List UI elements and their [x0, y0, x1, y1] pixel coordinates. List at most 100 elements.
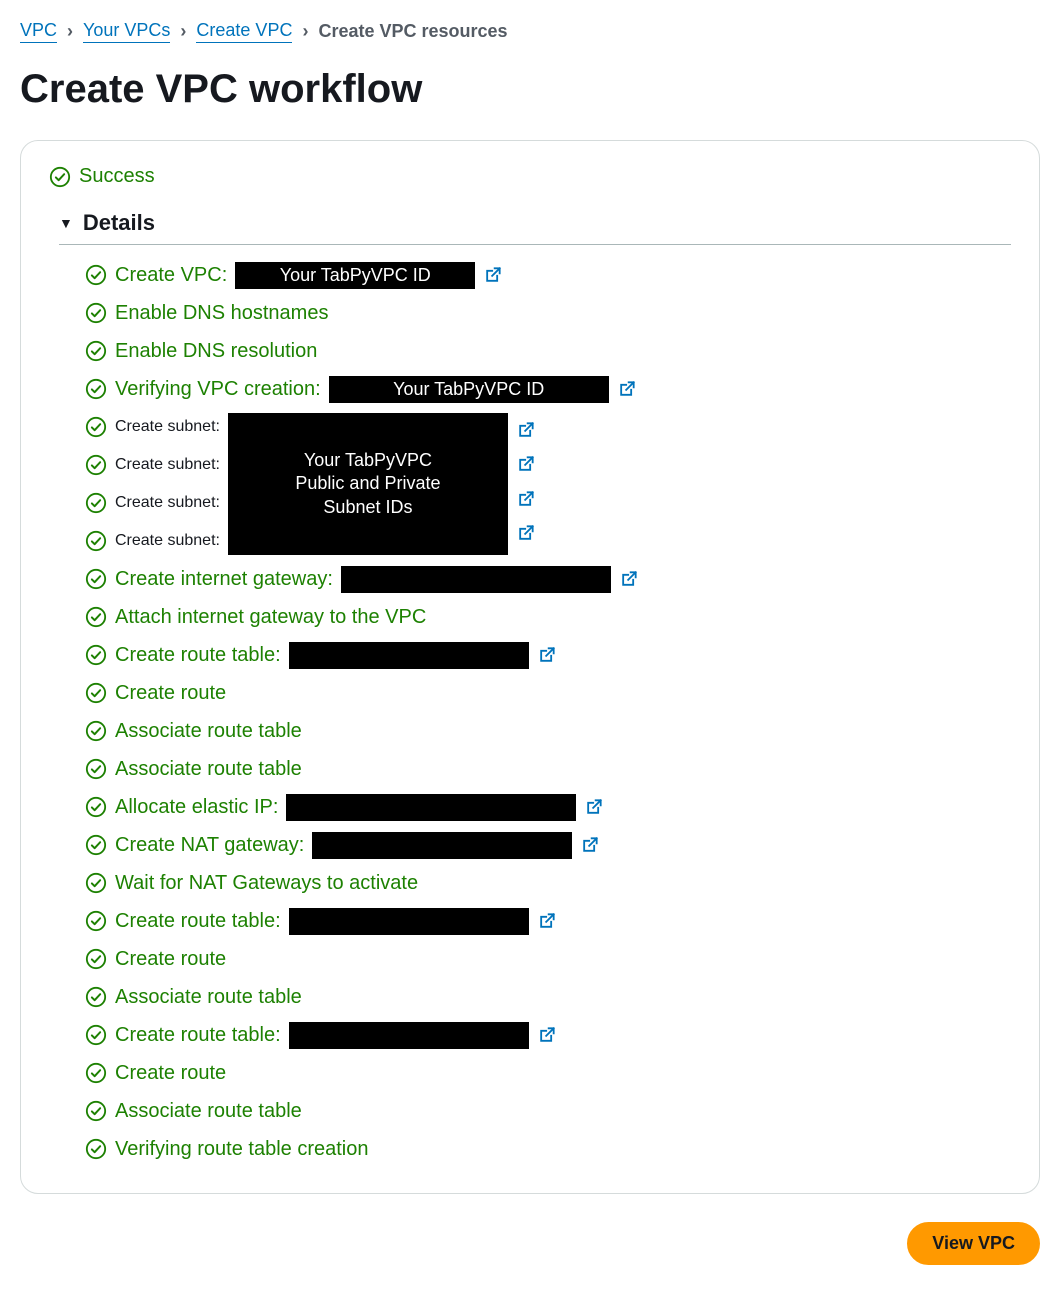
check-circle-icon: [85, 1024, 107, 1046]
check-circle-icon: [85, 568, 107, 590]
check-circle-icon: [85, 1100, 107, 1122]
external-link-icon[interactable]: [619, 569, 639, 589]
details-toggle[interactable]: ▼ Details: [59, 210, 1011, 245]
redacted-subnet-ids: Your TabPyVPCPublic and PrivateSubnet ID…: [228, 413, 508, 555]
detail-label: Create subnet:: [115, 532, 220, 550]
detail-row: Associate route table: [85, 983, 1011, 1011]
detail-row: Verifying VPC creation: Your TabPyVPC ID: [85, 375, 1011, 403]
detail-label: Associate route table: [115, 758, 302, 781]
detail-label: Wait for NAT Gateways to activate: [115, 872, 418, 895]
view-vpc-button[interactable]: View VPC: [907, 1222, 1040, 1265]
check-circle-icon: [85, 758, 107, 780]
breadcrumb-separator: ›: [302, 21, 308, 42]
detail-label: Create subnet:: [115, 494, 220, 512]
detail-row: Create subnet:: [85, 527, 220, 555]
detail-row: Verifying route table creation: [85, 1135, 1011, 1163]
detail-label: Create subnet:: [115, 418, 220, 436]
check-circle-icon: [85, 644, 107, 666]
external-link-icon[interactable]: [537, 911, 557, 931]
redacted-value: [341, 566, 611, 593]
detail-label: Create route: [115, 1062, 226, 1085]
check-circle-icon: [85, 834, 107, 856]
detail-row: Create NAT gateway:: [85, 831, 1011, 859]
detail-label: Create subnet:: [115, 456, 220, 474]
redacted-value: [289, 642, 529, 669]
check-circle-icon: [85, 910, 107, 932]
detail-label: Verifying route table creation: [115, 1138, 369, 1161]
detail-row: Create route: [85, 1059, 1011, 1087]
check-circle-icon: [85, 948, 107, 970]
detail-label: Enable DNS resolution: [115, 340, 317, 363]
check-circle-icon: [85, 530, 107, 552]
detail-row: Associate route table: [85, 1097, 1011, 1125]
detail-row: Enable DNS resolution: [85, 337, 1011, 365]
check-circle-icon: [85, 378, 107, 400]
check-circle-icon: [85, 302, 107, 324]
check-circle-icon: [85, 682, 107, 704]
detail-label: Enable DNS hostnames: [115, 302, 328, 325]
external-link-icon[interactable]: [617, 379, 637, 399]
redacted-value: [312, 832, 572, 859]
check-circle-icon: [85, 1138, 107, 1160]
redacted-value: Your TabPyVPC ID: [329, 376, 609, 403]
detail-label: Create NAT gateway:: [115, 834, 304, 857]
detail-row: Create route table:: [85, 641, 1011, 669]
external-link-icon[interactable]: [516, 523, 536, 543]
external-link-icon[interactable]: [584, 797, 604, 817]
status-row: Success: [49, 165, 1011, 188]
redacted-value: Your TabPyVPC ID: [235, 262, 475, 289]
detail-label: Associate route table: [115, 986, 302, 1009]
breadcrumb: VPC › Your VPCs › Create VPC › Create VP…: [20, 20, 1040, 43]
detail-row: Create route: [85, 679, 1011, 707]
breadcrumb-link-your-vpcs[interactable]: Your VPCs: [83, 20, 170, 43]
breadcrumb-link-vpc[interactable]: VPC: [20, 20, 57, 43]
detail-label: Associate route table: [115, 1100, 302, 1123]
redacted-value: [289, 1022, 529, 1049]
external-link-icon[interactable]: [516, 454, 536, 474]
detail-label: Create VPC:: [115, 264, 227, 287]
caret-down-icon: ▼: [59, 215, 73, 231]
redacted-value: [286, 794, 576, 821]
detail-row: Create route: [85, 945, 1011, 973]
detail-label: Verifying VPC creation:: [115, 378, 321, 401]
external-link-icon[interactable]: [537, 1025, 557, 1045]
check-circle-icon: [85, 796, 107, 818]
detail-label: Allocate elastic IP:: [115, 796, 278, 819]
check-circle-icon: [85, 720, 107, 742]
detail-row: Create subnet:: [85, 413, 220, 441]
check-circle-icon: [85, 1062, 107, 1084]
check-circle-icon: [85, 492, 107, 514]
detail-row: Create route table:: [85, 1021, 1011, 1049]
breadcrumb-link-create-vpc[interactable]: Create VPC: [196, 20, 292, 43]
external-link-icon[interactable]: [580, 835, 600, 855]
check-circle-icon: [85, 340, 107, 362]
breadcrumb-current: Create VPC resources: [318, 21, 507, 42]
detail-row: Associate route table: [85, 755, 1011, 783]
detail-row: Enable DNS hostnames: [85, 299, 1011, 327]
external-link-icon[interactable]: [483, 265, 503, 285]
detail-label: Create route table:: [115, 910, 281, 933]
detail-row: Create internet gateway:: [85, 565, 1011, 593]
detail-row: Create route table:: [85, 907, 1011, 935]
detail-row: Wait for NAT Gateways to activate: [85, 869, 1011, 897]
detail-label: Create route table:: [115, 644, 281, 667]
success-check-icon: [49, 166, 71, 188]
footer: View VPC: [20, 1222, 1040, 1265]
detail-label: Create internet gateway:: [115, 568, 333, 591]
check-circle-icon: [85, 606, 107, 628]
detail-row: Create VPC: Your TabPyVPC ID: [85, 261, 1011, 289]
detail-row: Create subnet:: [85, 451, 220, 479]
subnet-group: Create subnet: Create subnet: Create subne…: [85, 413, 1011, 555]
external-link-icon[interactable]: [516, 489, 536, 509]
check-circle-icon: [85, 986, 107, 1008]
workflow-panel: Success ▼ Details Create VPC: Your TabPyV…: [20, 140, 1040, 1194]
external-link-icon[interactable]: [516, 420, 536, 440]
external-link-icon[interactable]: [537, 645, 557, 665]
detail-label: Create route table:: [115, 1024, 281, 1047]
detail-row: Attach internet gateway to the VPC: [85, 603, 1011, 631]
check-circle-icon: [85, 454, 107, 476]
detail-label: Create route: [115, 948, 226, 971]
redacted-value: [289, 908, 529, 935]
status-label: Success: [79, 165, 155, 188]
detail-row: Create subnet:: [85, 489, 220, 517]
